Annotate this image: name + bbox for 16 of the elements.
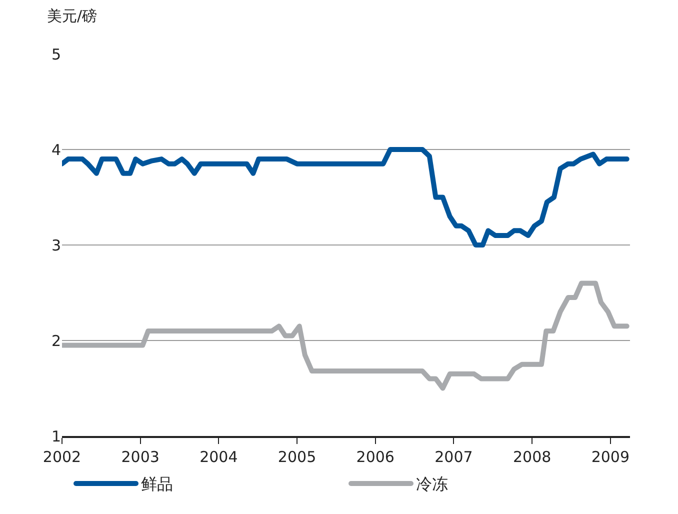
y-axis-title: 美元/磅 (47, 7, 98, 25)
y-tick-label: 3 (51, 236, 61, 254)
x-tick-label: 2009 (591, 448, 630, 466)
x-tick-label: 2004 (200, 448, 238, 466)
legend-label: 冷冻 (416, 474, 448, 494)
x-tick-label: 2007 (434, 448, 473, 466)
x-tick-label: 2003 (121, 448, 160, 466)
x-tick-label: 2005 (278, 448, 316, 466)
legend-label: 鲜品 (141, 474, 173, 494)
y-tick-label: 4 (51, 140, 61, 159)
x-tick-label: 2008 (512, 448, 552, 466)
x-tick-label: 2006 (356, 448, 394, 466)
y-tick-label: 5 (51, 45, 61, 64)
x-tick-label: 2002 (42, 448, 82, 466)
y-tick-label: 1 (51, 427, 61, 446)
y-tick-label: 2 (51, 332, 61, 350)
